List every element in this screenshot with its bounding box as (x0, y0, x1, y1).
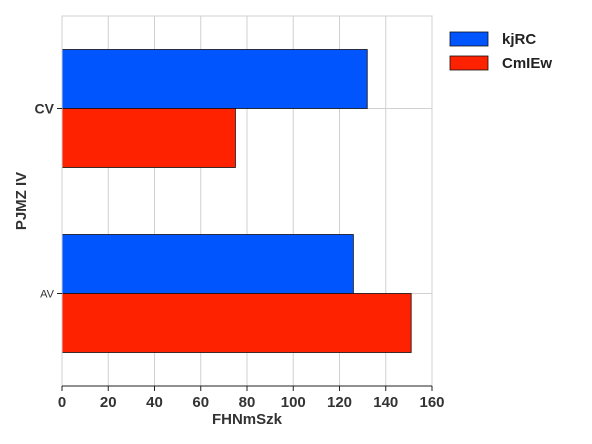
y-tick-label: CV (35, 101, 55, 117)
x-axis-label: FHNmSzk (212, 411, 283, 428)
bar-CmIEw-AV (61, 293, 412, 353)
legend-label: CmIEw (502, 55, 552, 72)
x-tick-label: 20 (100, 394, 117, 411)
x-tick-label: 0 (58, 394, 66, 411)
legend-swatch-CmIEw (449, 55, 489, 71)
bar-CmIEw-CV (61, 108, 236, 168)
x-tick-label: 100 (281, 394, 306, 411)
y-ticks: CV AV (35, 101, 62, 301)
legend-swatch-kjRC (449, 31, 489, 47)
x-tick-label: 80 (239, 394, 256, 411)
x-tick-label: 140 (373, 394, 398, 411)
y-tick-label: AV (40, 289, 55, 301)
legend-label: kjRC (502, 31, 536, 48)
x-ticks: 0 20 40 60 80 100 120 140 160 (58, 386, 445, 411)
x-tick-label: 40 (146, 394, 163, 411)
bar-kjRC-AV (61, 234, 354, 294)
x-tick-label: 160 (419, 394, 444, 411)
bars (61, 49, 412, 353)
x-tick-label: 120 (327, 394, 352, 411)
legend: kjRC CmIEw (449, 31, 552, 72)
bar-kjRC-CV (61, 49, 368, 109)
y-axis-label: PJMZ IV (13, 172, 30, 230)
x-tick-label: 60 (192, 394, 209, 411)
